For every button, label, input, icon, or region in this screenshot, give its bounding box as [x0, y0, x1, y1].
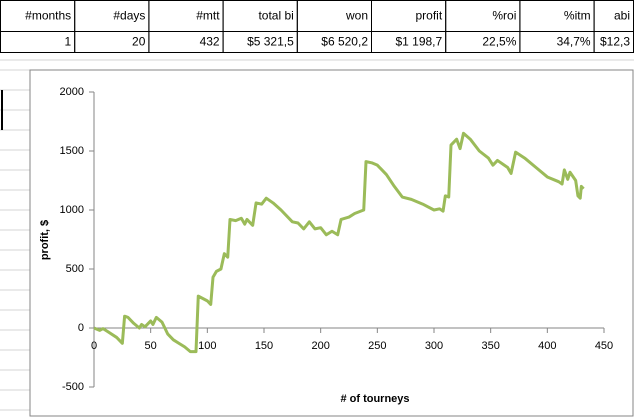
x-tick-label: 0: [91, 340, 97, 352]
header-cell: #months: [25, 9, 71, 23]
header-cell: total bi: [258, 9, 293, 23]
chart: -500 0 500 1000 1500 2000 0 50 100 150 200 250 300 35…: [39, 86, 613, 405]
x-tick-label: 400: [538, 340, 556, 352]
y-tick-label: -500: [62, 381, 84, 393]
y-tick-label: 500: [66, 263, 84, 275]
header-cell: won: [345, 9, 368, 23]
x-tick-label: 50: [145, 340, 157, 352]
header-cell: %roi: [492, 9, 516, 23]
data-cell: 34,7%: [557, 35, 591, 49]
x-tick-label: 200: [311, 340, 329, 352]
x-tick-label: 150: [255, 340, 273, 352]
y-axis-label: profit, $: [39, 220, 51, 260]
data-cell: $6 520,2: [321, 35, 368, 49]
line-series: [93, 131, 585, 354]
y-tick-label: 2000: [60, 86, 84, 98]
sheet-grid: [0, 59, 634, 411]
data-cell: 22,5%: [482, 35, 516, 49]
chart-area: [29, 69, 634, 417]
header-cell: #mtt: [196, 9, 220, 23]
y-tick-label: 1000: [60, 204, 84, 216]
data-cell: $1 198,7: [395, 35, 442, 49]
data-cell: 432: [200, 35, 220, 49]
data-cell: 20: [132, 35, 146, 49]
x-tick-label: 250: [368, 340, 386, 352]
x-tick-label: 450: [595, 340, 613, 352]
header-cell: abi: [614, 9, 630, 23]
header-cell: #days: [113, 9, 145, 23]
y-tick-label: 1500: [60, 145, 84, 157]
header-cell: profit: [416, 9, 443, 23]
data-cell: $5 321,5: [247, 35, 294, 49]
data-cell: $12,3: [600, 35, 630, 49]
data-cell: 1: [65, 35, 72, 49]
x-tick-label: 100: [198, 340, 216, 352]
header-cell: %itm: [564, 9, 591, 23]
table: #months #days #mtt total bi won profit %roi %it…: [0, 0, 634, 53]
x-tick-label: 300: [425, 340, 443, 352]
x-tick-label: 350: [481, 340, 499, 352]
x-axis-label: # of tourneys: [340, 393, 409, 405]
y-tick-label: 0: [78, 322, 84, 334]
